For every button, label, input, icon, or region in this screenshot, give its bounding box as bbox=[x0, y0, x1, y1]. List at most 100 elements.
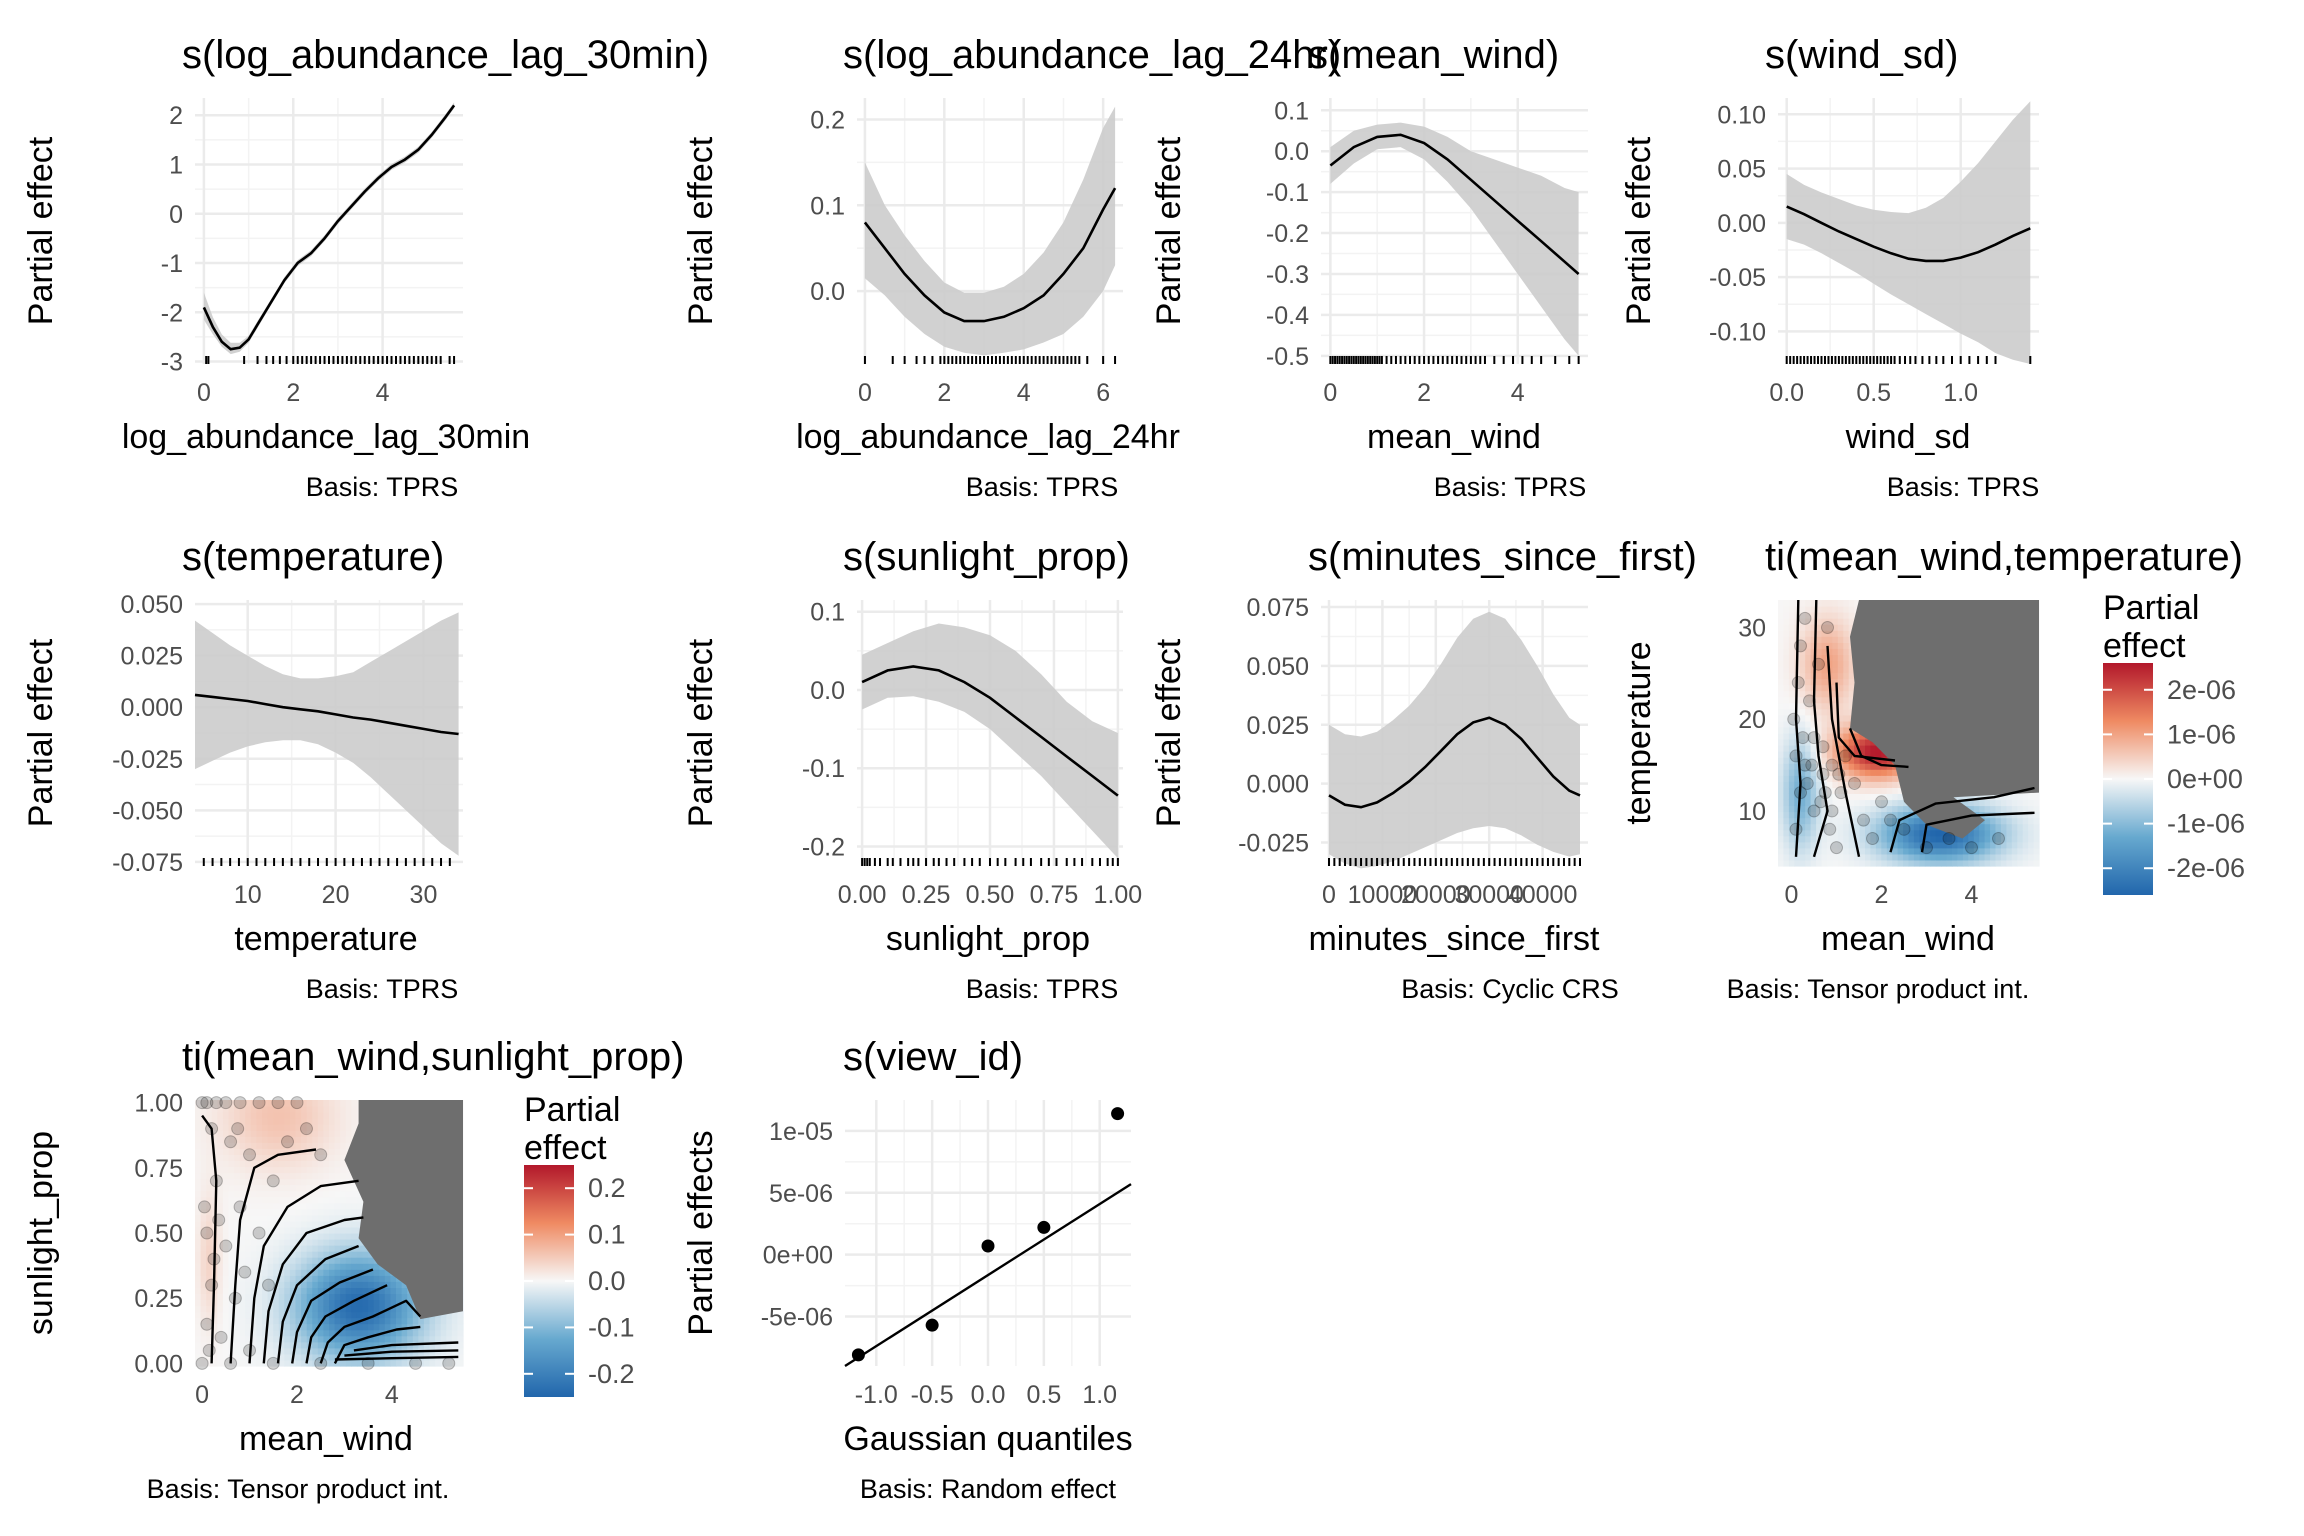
heatmap-cell bbox=[2006, 793, 2013, 801]
heatmap-cell bbox=[345, 1245, 352, 1252]
heatmap-cell bbox=[317, 1293, 324, 1301]
heatmap-cell bbox=[295, 1112, 302, 1119]
heatmap-cell bbox=[1913, 823, 1920, 831]
heatmap-cell bbox=[1843, 690, 1850, 698]
data-point bbox=[1111, 1107, 1125, 1121]
heatmap-cell bbox=[351, 1112, 358, 1119]
heatmap-cell bbox=[362, 1305, 369, 1313]
heatmap-cell bbox=[317, 1233, 324, 1240]
heatmap-cell bbox=[250, 1148, 257, 1155]
heatmap-cell bbox=[412, 1360, 419, 1367]
heatmap-cell bbox=[351, 1233, 358, 1240]
heatmap-cell bbox=[200, 1251, 207, 1258]
heatmap-cell bbox=[384, 1275, 391, 1282]
heatmap-cell bbox=[2011, 853, 2018, 861]
heatmap-cell bbox=[228, 1275, 235, 1282]
heatmap-cell bbox=[1854, 805, 1861, 813]
heatmap-cell bbox=[1941, 847, 1948, 855]
heatmap-cell bbox=[1821, 835, 1828, 843]
heatmap-cell bbox=[284, 1208, 291, 1216]
heatmap-cell bbox=[312, 1190, 319, 1198]
heatmap-cell bbox=[222, 1100, 230, 1107]
heatmap-cell bbox=[1962, 860, 1969, 867]
heatmap-cell bbox=[306, 1281, 313, 1288]
x-tick-label: 2 bbox=[1875, 881, 1889, 909]
heatmap-cell bbox=[1832, 793, 1839, 801]
heatmap-cell bbox=[295, 1233, 302, 1240]
heatmap-cell bbox=[289, 1184, 297, 1192]
heatmap-cell bbox=[256, 1311, 263, 1319]
heatmap-cell bbox=[278, 1136, 285, 1143]
basis-caption: Basis: TPRS bbox=[966, 472, 1119, 502]
heatmap-cell bbox=[301, 1178, 308, 1186]
data-point bbox=[1875, 795, 1888, 809]
heatmap-cell bbox=[1778, 690, 1784, 698]
heatmap-cell bbox=[1788, 654, 1795, 661]
heatmap-cell bbox=[1816, 805, 1823, 813]
x-tick-label: 4 bbox=[1965, 881, 1979, 909]
heatmap-cell bbox=[278, 1160, 285, 1168]
y-tick-label: -0.4 bbox=[1266, 302, 1309, 330]
heatmap-cell bbox=[1799, 811, 1806, 819]
heatmap-cell bbox=[1903, 860, 1910, 867]
data-point bbox=[195, 1096, 209, 1110]
heatmap-cell bbox=[1810, 660, 1817, 668]
heatmap-cell bbox=[1826, 642, 1833, 649]
heatmap-cell bbox=[301, 1239, 308, 1246]
heatmap-cell bbox=[1984, 860, 1991, 867]
heatmap-cell bbox=[306, 1196, 313, 1204]
heatmap-cell bbox=[1875, 793, 1882, 801]
heatmap-cell bbox=[1837, 702, 1844, 710]
heatmap-cell bbox=[1783, 606, 1790, 613]
heatmap-cell bbox=[1778, 787, 1784, 794]
heatmap-cell bbox=[312, 1317, 319, 1325]
heatmap-cell bbox=[1821, 702, 1828, 710]
heatmap-cell bbox=[295, 1353, 302, 1361]
heatmap-cell bbox=[200, 1136, 207, 1143]
heatmap-cell bbox=[250, 1353, 257, 1361]
heatmap-cell bbox=[1805, 769, 1812, 776]
heatmap-cell bbox=[1968, 835, 1975, 843]
heatmap-cell bbox=[1843, 696, 1850, 704]
heatmap-cell bbox=[1843, 708, 1850, 716]
y-axis-label: Partial effect bbox=[682, 136, 720, 325]
heatmap-cell bbox=[2033, 793, 2040, 801]
heatmap-cell bbox=[289, 1214, 297, 1222]
heatmap-cell bbox=[1821, 799, 1828, 807]
data-point bbox=[252, 1096, 266, 1110]
heatmap-cell bbox=[334, 1263, 341, 1270]
heatmap-cell bbox=[1783, 793, 1790, 801]
heatmap-cell bbox=[2000, 860, 2007, 867]
heatmap-cell bbox=[195, 1214, 202, 1222]
heatmap-cell bbox=[245, 1311, 252, 1319]
panel-p5: 10 20 30-0.075-0.050-0.0250.0000.0250.050s… bbox=[22, 535, 463, 1004]
heatmap-cell bbox=[295, 1184, 302, 1192]
heatmap-cell bbox=[228, 1178, 235, 1186]
heatmap-cell bbox=[1788, 708, 1795, 716]
heatmap-cell bbox=[1859, 841, 1866, 849]
heatmap-cell bbox=[289, 1227, 297, 1234]
heatmap-cell bbox=[256, 1335, 263, 1343]
heatmap-cell bbox=[1826, 727, 1833, 734]
y-tick-label: 0.10 bbox=[1717, 101, 1766, 129]
heatmap-cell bbox=[206, 1293, 213, 1301]
panel-title: s(temperature) bbox=[182, 535, 444, 579]
heatmap-cell bbox=[206, 1317, 213, 1325]
heatmap-cell bbox=[262, 1112, 269, 1119]
heatmap-cell bbox=[1821, 853, 1828, 861]
heatmap-cell bbox=[1826, 600, 1833, 607]
heatmap-cell bbox=[1837, 654, 1844, 661]
heatmap-cell bbox=[396, 1311, 403, 1319]
heatmap-cell bbox=[329, 1148, 336, 1155]
heatmap-cell bbox=[384, 1311, 391, 1319]
heatmap-cell bbox=[1821, 841, 1828, 849]
heatmap-cell bbox=[396, 1335, 403, 1343]
heatmap-cell bbox=[289, 1239, 297, 1246]
heatmap-cell bbox=[334, 1287, 341, 1294]
heatmap-cell bbox=[356, 1329, 364, 1337]
heatmap-cell bbox=[317, 1112, 324, 1119]
heatmap-cell bbox=[334, 1196, 341, 1204]
heatmap-cell bbox=[1778, 841, 1784, 849]
heatmap-cell bbox=[1854, 799, 1861, 807]
heatmap-cell bbox=[1875, 769, 1882, 776]
